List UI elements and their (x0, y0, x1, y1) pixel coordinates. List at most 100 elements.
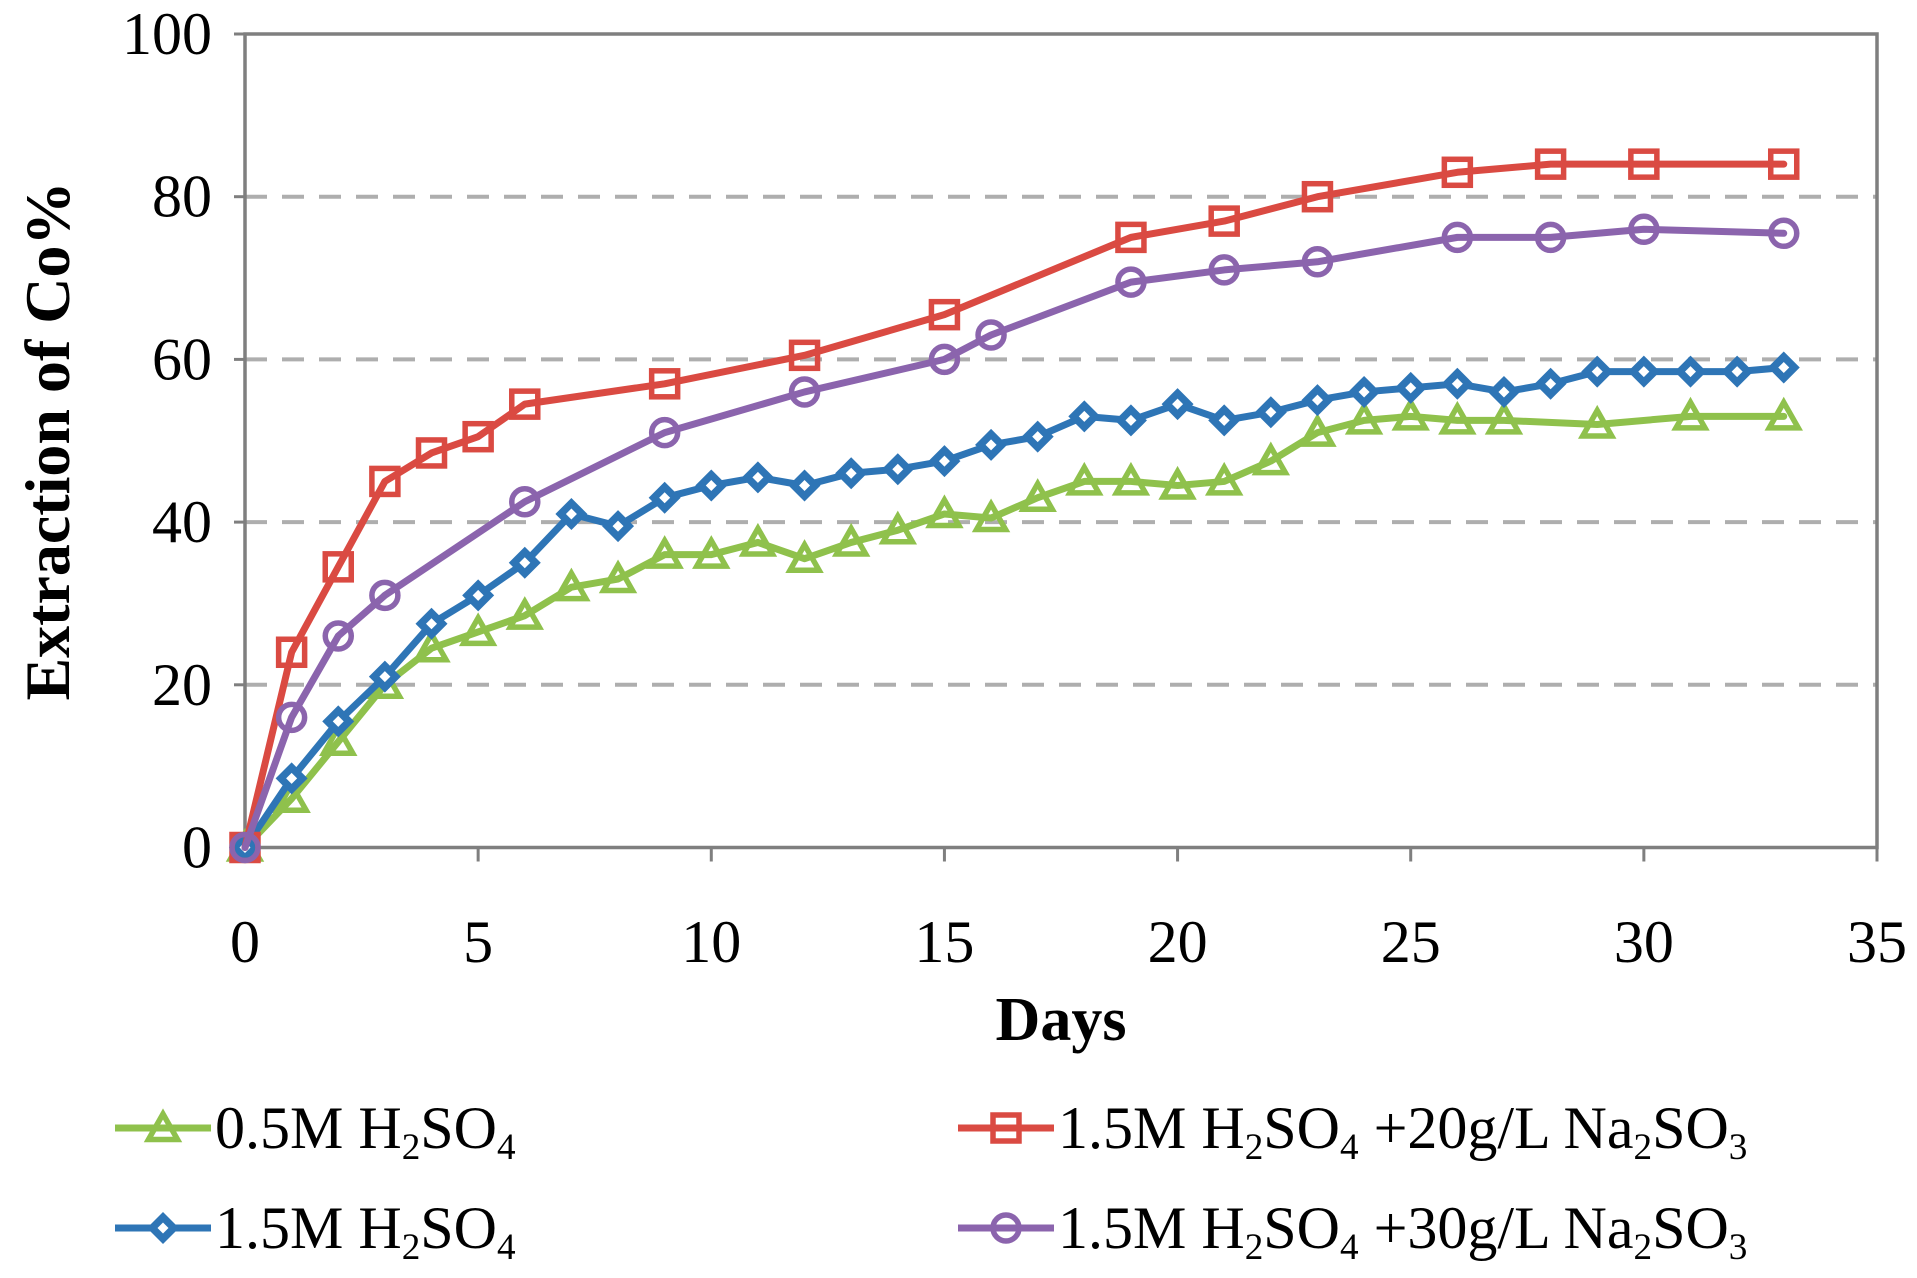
legend-label-text: SO (1652, 1194, 1729, 1261)
legend-label-subscript: 3 (1728, 1226, 1748, 1268)
data-point-marker (143, 1108, 183, 1143)
series-line-0 (241, 412, 1788, 851)
data-point-marker (552, 567, 591, 602)
x-tick-label: 5 (463, 909, 493, 975)
series-markers-1 (229, 351, 1800, 864)
x-tick-label: 35 (1847, 909, 1907, 975)
x-axis-title: Days (995, 986, 1127, 1054)
data-point-marker (1767, 148, 1800, 180)
data-point-marker (1767, 217, 1800, 250)
legend-label-subscript: 2 (1633, 1226, 1653, 1268)
data-point-marker (892, 463, 904, 475)
data-point-marker (509, 388, 541, 420)
data-point-marker (1591, 366, 1603, 378)
data-point-marker (1628, 148, 1660, 180)
data-point-marker (369, 465, 401, 498)
data-point-marker (426, 618, 438, 630)
data-point-marker (1778, 362, 1790, 374)
data-point-marker (1358, 386, 1370, 398)
data-point-marker (415, 437, 448, 469)
legend-label-text: 1.5M H (1058, 1194, 1245, 1261)
data-point-marker (1671, 396, 1710, 431)
data-point-marker (369, 579, 401, 612)
data-point-marker (785, 539, 824, 573)
data-point-marker (971, 498, 1011, 533)
legend-label: 1.5M H2SO4 +30g/L Na2SO3 (1058, 1194, 1747, 1266)
legend-label-subscript: 4 (496, 1126, 516, 1168)
data-point-marker (1115, 266, 1147, 298)
data-point-marker (692, 535, 731, 569)
data-point-marker (1208, 205, 1240, 237)
legend-label-subscript: 4 (496, 1226, 516, 1268)
data-point-marker (1731, 366, 1743, 378)
data-point-marker (1301, 246, 1334, 278)
data-point-marker (799, 479, 811, 491)
data-point-marker (272, 779, 311, 813)
data-point-marker (1298, 413, 1337, 447)
data-point-marker (845, 467, 857, 479)
data-point-marker (928, 298, 961, 331)
y-tick-label: 40 (152, 489, 212, 555)
y-tick-label: 60 (152, 326, 212, 392)
legend-swatch-diamond-solid (115, 1212, 211, 1244)
data-point-marker (509, 486, 541, 518)
data-point-marker (1065, 461, 1104, 496)
data-point-marker (319, 722, 358, 756)
data-point-marker (1451, 378, 1463, 390)
series-line-3 (241, 225, 1788, 851)
legend-label-subscript: 4 (1339, 1226, 1359, 1268)
data-point-marker (275, 701, 308, 734)
legend-label-text: 0.5M H (215, 1094, 402, 1161)
data-point-marker (1628, 213, 1660, 245)
data-point-marker (275, 636, 308, 669)
data-point-marker (322, 551, 355, 583)
data-point-marker (458, 612, 498, 647)
x-tick-label: 10 (681, 909, 741, 975)
data-point-marker (1032, 431, 1044, 443)
chart-legend: 0.5M H2SO4 1.5M H2SO4 1.5M H2SO4 +20g/L Na… (115, 1078, 1875, 1278)
legend-label-subscript: 2 (401, 1226, 421, 1268)
x-tick-label: 15 (914, 909, 974, 975)
y-tick-label: 100 (122, 1, 212, 67)
data-point-marker (831, 522, 871, 557)
x-tick-label: 25 (1381, 909, 1441, 975)
data-point-marker (928, 343, 961, 376)
legend-label: 1.5M H2SO4 +20g/L Na2SO3 (1058, 1094, 1747, 1166)
data-point-marker (612, 520, 624, 532)
data-point-marker (1125, 414, 1137, 426)
data-point-marker (332, 715, 344, 727)
x-tick-label: 30 (1614, 909, 1674, 975)
legend-label-text: 1.5M H (1058, 1094, 1245, 1161)
legend-label-subscript: 3 (1728, 1126, 1748, 1168)
y-tick-label: 20 (152, 652, 212, 718)
data-point-marker (1265, 406, 1277, 418)
legend-label-subscript: 2 (1633, 1126, 1653, 1168)
data-point-marker (1484, 400, 1524, 435)
data-point-marker (505, 596, 544, 630)
data-point-marker (1438, 400, 1477, 435)
data-point-marker (788, 376, 821, 408)
data-point-marker (462, 420, 494, 453)
legend-label-subscript: 2 (1244, 1226, 1264, 1268)
data-point-marker (990, 1112, 1022, 1144)
legend-label-subscript: 2 (1244, 1126, 1264, 1168)
data-point-marker (322, 620, 355, 652)
y-tick-label: 0 (182, 815, 212, 881)
data-point-marker (1764, 396, 1803, 431)
data-point-marker (938, 455, 950, 467)
legend-label-text: +30g/L Na (1358, 1194, 1634, 1261)
data-point-marker (975, 319, 1007, 351)
legend-label-text: 1.5M H (215, 1194, 402, 1261)
data-point-marker (1441, 221, 1474, 254)
legend-label-text: SO (420, 1094, 497, 1161)
data-point-marker (1311, 394, 1323, 406)
y-axis-title: Extraction of Co% (12, 181, 83, 701)
series-line-2 (241, 160, 1788, 851)
legend-swatch-circle-open (958, 1212, 1054, 1244)
data-point-marker (1018, 478, 1057, 512)
data-point-marker (565, 508, 577, 520)
data-point-marker (738, 522, 778, 557)
data-point-marker (229, 831, 261, 864)
